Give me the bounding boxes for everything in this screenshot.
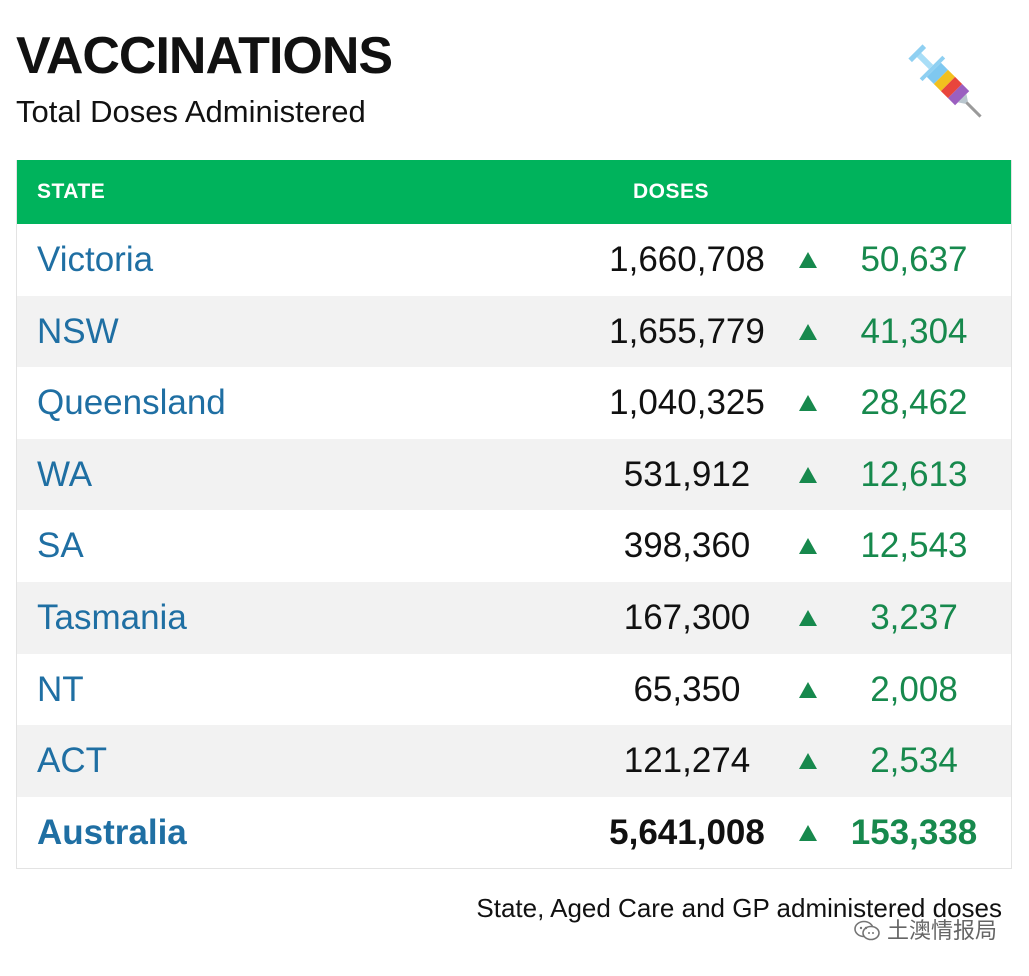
- total-doses-change: 153,338: [850, 812, 978, 852]
- increase-arrow-icon: [799, 681, 817, 698]
- total-label: Australia: [37, 812, 187, 852]
- footnote: State, Aged Care and GP administered dos…: [476, 893, 1002, 923]
- state-name: SA: [37, 526, 84, 566]
- table-row-tasmania: Tasmania 167,300 3,237: [17, 581, 1011, 654]
- column-header-doses: DOSES: [633, 180, 710, 203]
- state-name: ACT: [37, 741, 107, 781]
- table-row-nt: NT 65,350 2,008: [17, 653, 1011, 726]
- doses-value: 398,360: [623, 526, 751, 566]
- increase-arrow-icon: [799, 252, 817, 268]
- increase-arrow-icon: [799, 466, 817, 483]
- state-name: Queensland: [37, 383, 226, 423]
- state-name: WA: [37, 454, 93, 494]
- vaccinations-table: STATE DOSES Victoria 1,660,708 50,637 NS…: [16, 160, 1012, 870]
- increase-arrow-icon: [799, 609, 817, 626]
- doses-change: 2,008: [870, 669, 958, 709]
- doses-value: 531,912: [623, 454, 751, 494]
- table-row-act: ACT 121,274 2,534: [17, 725, 1011, 797]
- doses-change: 3,237: [870, 597, 958, 637]
- table-row-wa: WA 531,912 12,613: [17, 438, 1011, 511]
- table-row-queensland: Queensland 1,040,325 28,462: [17, 367, 1011, 439]
- state-name: Victoria: [37, 240, 154, 279]
- table-header: STATE DOSES: [17, 160, 1011, 224]
- column-header-state: STATE: [37, 180, 106, 203]
- increase-arrow-icon: [799, 824, 817, 841]
- doses-change: 50,637: [860, 240, 968, 279]
- state-name: NSW: [37, 311, 119, 351]
- watermark-text: 土澳情报局: [886, 918, 997, 943]
- total-doses-value: 5,641,008: [609, 812, 765, 852]
- increase-arrow-icon: [799, 395, 817, 412]
- increase-arrow-icon: [799, 538, 817, 555]
- doses-value: 1,655,779: [609, 311, 765, 351]
- doses-change: 12,543: [860, 526, 968, 566]
- syringe-icon: [908, 44, 982, 118]
- table-row-nsw: NSW 1,655,779 41,304: [17, 295, 1011, 368]
- page-title: VACCINATIONS: [16, 27, 393, 85]
- doses-change: 2,534: [870, 741, 958, 781]
- state-name: NT: [37, 669, 84, 709]
- table-row-total: Australia 5,641,008 153,338: [17, 796, 1011, 869]
- doses-value: 1,040,325: [609, 383, 765, 423]
- page-subtitle: Total Doses Administered: [16, 94, 366, 129]
- increase-arrow-icon: [799, 753, 817, 770]
- doses-value: 167,300: [623, 597, 751, 637]
- wechat-icon: [854, 920, 880, 941]
- doses-change: 41,304: [860, 311, 968, 351]
- state-name: Tasmania: [37, 597, 187, 637]
- doses-change: 12,613: [860, 454, 968, 494]
- watermark: 土澳情报局: [853, 916, 997, 946]
- increase-arrow-icon: [799, 323, 817, 340]
- table-row-sa: SA 398,360 12,543: [17, 510, 1011, 582]
- doses-value: 65,350: [633, 669, 741, 709]
- doses-value: 1,660,708: [609, 240, 765, 279]
- doses-change: 28,462: [860, 383, 968, 423]
- table-row-victoria: Victoria 1,660,708 50,637: [17, 224, 1011, 296]
- doses-value: 121,274: [623, 741, 751, 781]
